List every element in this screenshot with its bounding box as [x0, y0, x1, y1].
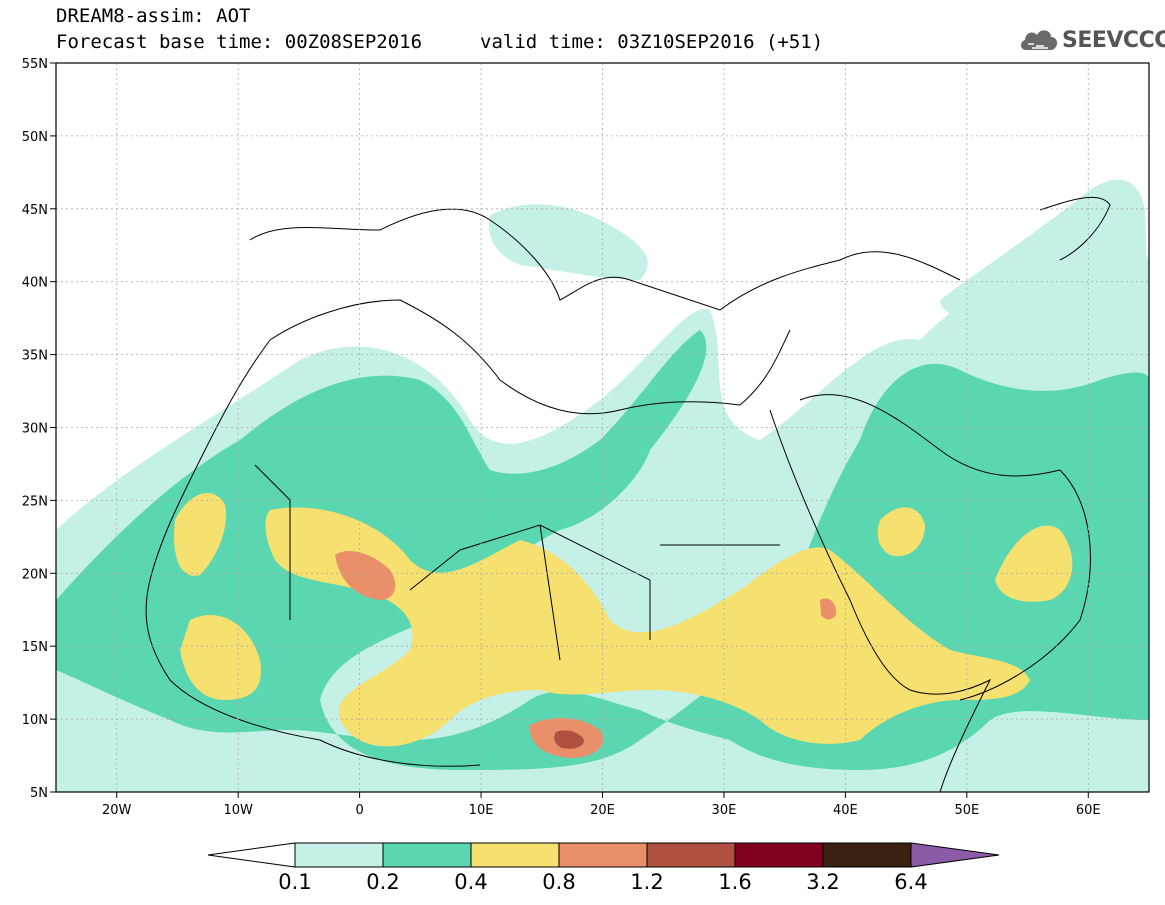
lat-tick-label: 20N [22, 567, 48, 582]
colorbar-label: 0.4 [454, 870, 488, 894]
lon-tick-label: 60E [1076, 803, 1101, 818]
aot-band-04e [877, 507, 925, 557]
lat-tick-label: 45N [22, 203, 48, 218]
aot-band-01c [940, 179, 1149, 330]
colorbar-swatch [382, 842, 472, 868]
lon-tick-label: 30E [712, 803, 737, 818]
lat-tick-label: 40N [22, 276, 48, 291]
axis-ticks: 20W 10W 0 10E 20E 30E 40E 50E 60E 55N 50N 45N 40N 35N… [22, 57, 1101, 818]
lat-tick-label: 10N [22, 713, 48, 728]
lat-tick-label: 25N [22, 494, 48, 509]
aot-field [56, 179, 1149, 792]
lat-tick-label: 15N [22, 640, 48, 655]
aot-band-04b [174, 493, 226, 576]
lon-tick-label: 20W [102, 803, 132, 818]
coastline-mediterranean [269, 299, 791, 415]
colorbar-label: 1.2 [630, 870, 664, 894]
seevccc-logo: SEEVCCC [1018, 24, 1165, 56]
colorbar-swatch [558, 842, 648, 868]
lon-tick-label: 50E [954, 803, 979, 818]
colorbar-over-arrow [910, 842, 1000, 868]
lat-tick-label: 50N [22, 130, 48, 145]
forecast-base-time: Forecast base time: 00Z08SEP2016 [56, 31, 423, 53]
lon-tick-label: 10W [223, 803, 253, 818]
coastline-west-africa [145, 339, 481, 767]
colorbar-label: 1.6 [718, 870, 752, 894]
colorbar-swatch [294, 842, 384, 868]
aot-band-04 [265, 507, 1030, 747]
aot-band-04c [180, 614, 261, 700]
aot-band-12 [554, 730, 584, 749]
lon-tick-label: 0 [355, 803, 363, 818]
lat-tick-label: 30N [22, 422, 48, 437]
colorbar-label: 3.2 [806, 870, 840, 894]
lon-tick-label: 20E [590, 803, 615, 818]
colorbar-label: 0.2 [366, 870, 400, 894]
caspian-sea [1039, 196, 1111, 261]
aot-band-08 [335, 550, 396, 600]
lat-tick-label: 5N [30, 786, 48, 801]
aot-band-08c [820, 598, 836, 620]
aot-band-01b [488, 204, 648, 280]
coastline-horn-africa [909, 678, 992, 792]
lat-tick-label: 35N [22, 349, 48, 364]
coastlines [145, 196, 1111, 792]
colorbar-label: 6.4 [894, 870, 928, 894]
colorbar-swatch [822, 842, 912, 868]
colorbar-swatch [470, 842, 560, 868]
lat-tick-label: 55N [22, 57, 48, 72]
colorbar-under-arrow [207, 842, 296, 868]
border-sahara [254, 464, 780, 661]
gridlines [56, 63, 1149, 792]
coastline-red-sea [769, 409, 911, 691]
colorbar-swatch [734, 842, 824, 868]
colorbar-swatch [646, 842, 736, 868]
colorbar-label: 0.1 [278, 870, 312, 894]
logo-text: SEEVCCC [1062, 28, 1165, 53]
lon-tick-label: 10E [469, 803, 494, 818]
colorbar-label: 0.8 [542, 870, 576, 894]
coastline-europe [249, 208, 961, 311]
map-title: DREAM8-assim: AOT [56, 5, 251, 27]
aot-band-04d [995, 525, 1073, 602]
cloud-icon [1020, 30, 1058, 50]
coastline-arabia [799, 394, 1091, 701]
lon-tick-label: 40E [833, 803, 858, 818]
colorbar [207, 842, 1000, 868]
valid-time: valid time: 03Z10SEP2016 (+51) [480, 31, 824, 53]
